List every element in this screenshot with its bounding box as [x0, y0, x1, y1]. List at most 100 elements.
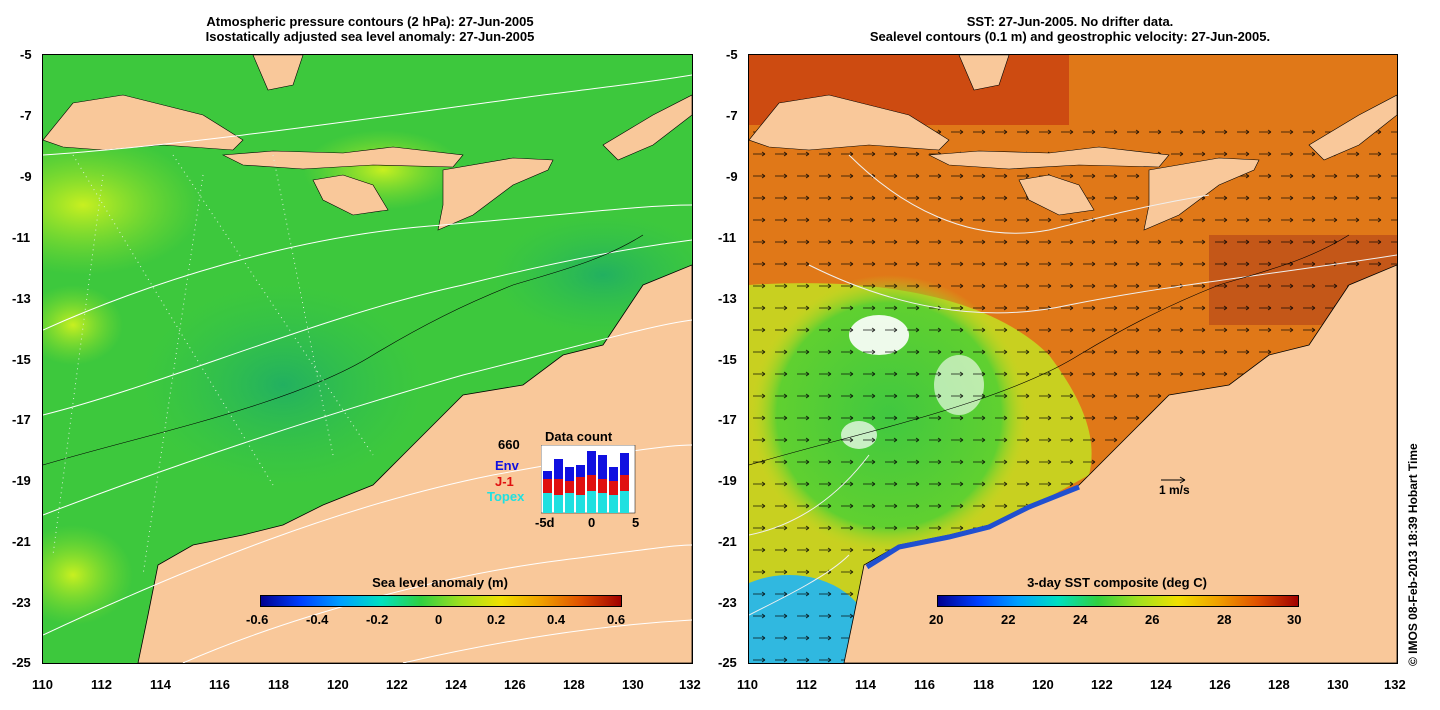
- sealevel-contour: [848, 154, 1210, 234]
- pressure-contour: [402, 619, 692, 663]
- legend-env: Env: [495, 458, 519, 473]
- left-map-panel: 660 Data count Env J-1 Topex -5d 0 5 Sea…: [42, 54, 693, 664]
- left-cb-tick: -0.6: [246, 612, 269, 627]
- x-tick: 110: [32, 677, 53, 692]
- satellite-track: [172, 154, 374, 456]
- right-colorbar: [937, 595, 1299, 607]
- y-tick: -25: [718, 655, 737, 670]
- right-map-svg: [749, 55, 1397, 663]
- y-tick: -21: [12, 534, 31, 549]
- bathymetry-contour: [749, 234, 1350, 466]
- y-tick: -17: [718, 412, 737, 427]
- right-cb-tick: 30: [1287, 612, 1302, 627]
- bar-env: [565, 467, 574, 481]
- y-tick: -15: [12, 352, 31, 367]
- x-tick: 128: [1268, 677, 1290, 692]
- left-cb-tick: -0.2: [366, 612, 389, 627]
- left-title: Atmospheric pressure contours (2 hPa): 2…: [120, 14, 620, 44]
- anomaly-low-centre: [143, 285, 423, 485]
- bar-topex: [565, 493, 574, 513]
- land-java: [43, 94, 244, 151]
- data-count-histogram: [541, 445, 636, 514]
- y-tick: -11: [718, 230, 737, 245]
- y-tick: -9: [726, 169, 738, 184]
- land-north-edge: [252, 55, 304, 91]
- x-tick: 130: [1327, 677, 1349, 692]
- y-tick: -7: [20, 108, 32, 123]
- pressure-contour: [43, 444, 692, 636]
- left-cb-tick: 0.6: [607, 612, 626, 627]
- x-tick: 132: [679, 677, 701, 692]
- right-title: SST: 27-Jun-2005. No drifter data. Seale…: [790, 14, 1350, 44]
- bar-j1: [620, 475, 629, 491]
- credit-text: © IMOS 08-Feb-2013 18:39 Hobart Time: [1406, 443, 1420, 666]
- x-tick: 130: [622, 677, 644, 692]
- bar-topex: [554, 495, 563, 513]
- bar-j1: [576, 477, 585, 495]
- right-title-line2: Sealevel contours (0.1 m) and geostrophi…: [869, 29, 1271, 44]
- sealevel-contour: [749, 554, 850, 616]
- bar-j1: [554, 479, 563, 495]
- x-tick: 126: [504, 677, 526, 692]
- x-tick: 122: [1091, 677, 1113, 692]
- bar-j1: [598, 479, 607, 493]
- bar-topex: [587, 491, 596, 513]
- y-tick: -19: [718, 473, 737, 488]
- pressure-contour: [43, 239, 692, 416]
- inset-tick-mid: 0: [588, 515, 596, 530]
- y-tick: -23: [718, 595, 737, 610]
- right-colorbar-label: 3-day SST composite (deg C): [1027, 575, 1207, 590]
- x-tick: 110: [737, 677, 758, 692]
- y-tick: -19: [12, 473, 31, 488]
- y-tick: -23: [12, 595, 31, 610]
- y-tick: -25: [12, 655, 31, 670]
- bar-topex: [543, 493, 552, 513]
- x-tick: 122: [386, 677, 408, 692]
- bar-env: [598, 455, 607, 479]
- sealevel-contour: [749, 454, 870, 536]
- left-cb-tick: 0: [435, 612, 443, 627]
- left-colorbar: [260, 595, 622, 607]
- left-cb-tick: 0.2: [487, 612, 506, 627]
- x-tick: 118: [268, 677, 289, 692]
- right-cb-tick: 28: [1217, 612, 1232, 627]
- land-sumba: [312, 174, 389, 216]
- x-tick: 112: [91, 677, 112, 692]
- x-tick: 112: [796, 677, 817, 692]
- y-tick: -21: [718, 534, 737, 549]
- right-cb-tick: 24: [1073, 612, 1088, 627]
- inset-tick-right: 5: [632, 515, 640, 530]
- bar-env: [576, 465, 585, 477]
- land-sumbawa: [437, 157, 554, 231]
- right-cb-tick: 22: [1001, 612, 1016, 627]
- x-tick: 114: [150, 677, 171, 692]
- x-tick: 116: [914, 677, 935, 692]
- bar-env: [554, 459, 563, 479]
- bar-env: [543, 471, 552, 479]
- y-tick: -5: [726, 47, 738, 62]
- land-sumba: [1018, 174, 1095, 216]
- y-tick: -15: [718, 352, 737, 367]
- land-bali-lombok: [927, 146, 1170, 170]
- pressure-contour: [182, 544, 692, 663]
- y-tick: -7: [726, 108, 738, 123]
- pressure-contour: [43, 74, 692, 156]
- count-value: 660: [498, 437, 520, 452]
- bar-env: [587, 451, 596, 475]
- y-tick: -17: [12, 412, 31, 427]
- x-tick: 132: [1384, 677, 1406, 692]
- bar-j1: [609, 481, 618, 495]
- right-title-line1: SST: 27-Jun-2005. No drifter data.: [966, 14, 1174, 29]
- inset-title: Data count: [545, 429, 613, 444]
- left-title-line2: Isostatically adjusted sea level anomaly…: [205, 29, 535, 44]
- bar-env: [609, 467, 618, 481]
- land-timor-north: [602, 94, 692, 161]
- x-tick: 128: [563, 677, 585, 692]
- anomaly-high-sw: [43, 525, 133, 625]
- right-cb-tick: 20: [929, 612, 944, 627]
- sealevel-contour: [808, 254, 1397, 314]
- left-map-svg: [43, 55, 692, 663]
- cold-coastal-band: [865, 484, 1080, 570]
- legend-j1: J-1: [495, 474, 514, 489]
- bar-j1: [565, 481, 574, 493]
